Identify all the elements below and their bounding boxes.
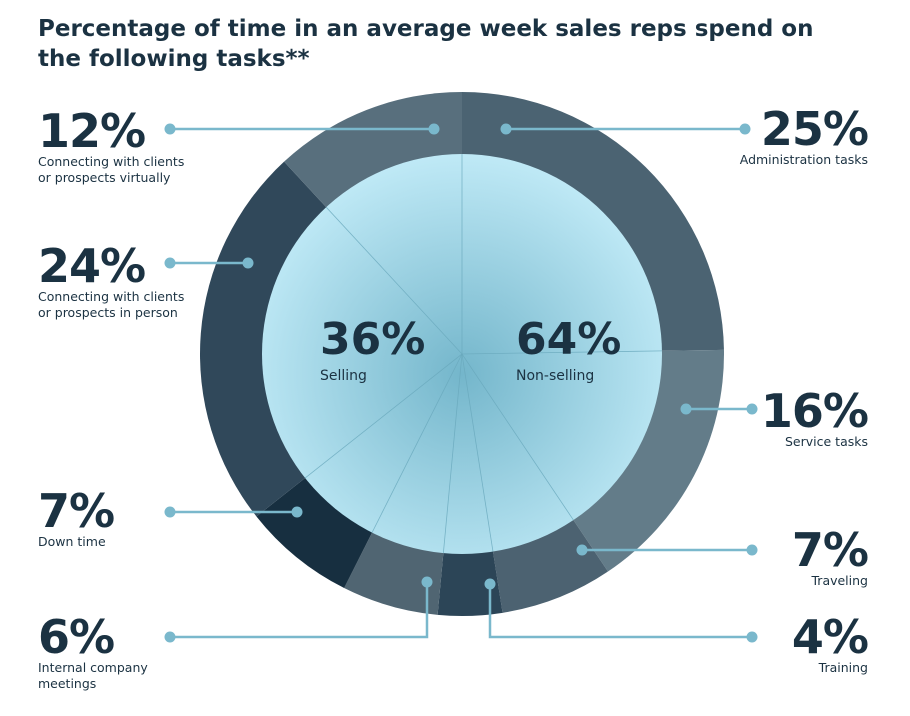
leader-dot-7 <box>484 578 496 590</box>
pct: 25% <box>760 102 869 156</box>
nonselling-label: Non-selling <box>516 368 595 384</box>
label-internal: 6% Internal company meetings <box>38 614 148 692</box>
leader-dot-4 <box>291 506 303 518</box>
desc: Training <box>818 660 868 675</box>
inner-divider-1 <box>461 350 662 355</box>
leader-dot-7 <box>746 631 758 643</box>
inner-divider-7 <box>325 206 463 355</box>
selling-label: Selling <box>320 368 367 384</box>
leader-dot-1 <box>739 123 751 135</box>
leader-dot-2 <box>242 257 254 269</box>
desc: or prospects in person <box>38 305 178 320</box>
label-service: 16% Service tasks <box>760 384 869 450</box>
leader-dot-3 <box>680 403 692 415</box>
leader-dot-5 <box>576 544 588 556</box>
leader-dot-4 <box>164 506 176 518</box>
label-downtime: 7% Down time <box>38 484 115 550</box>
leader-dot-0 <box>428 123 440 135</box>
label-traveling: 7% Traveling <box>791 523 869 589</box>
desc: Traveling <box>811 573 869 588</box>
leader-dot-5 <box>746 544 758 556</box>
inner-divider-6 <box>304 353 463 479</box>
inner-divider-2 <box>461 353 574 521</box>
desc: Connecting with clients <box>38 289 185 304</box>
selling-pct: 36% <box>320 314 426 365</box>
desc: Down time <box>38 534 106 549</box>
leader-dot-2 <box>164 257 176 269</box>
leader-dot-6 <box>164 631 176 643</box>
leader-line-7 <box>488 584 752 639</box>
nonselling-pct: 64% <box>516 314 622 365</box>
desc: Administration tasks <box>739 152 868 167</box>
label-admin: 25% Administration tasks <box>739 102 869 168</box>
desc: Connecting with clients <box>38 154 185 169</box>
desc: Service tasks <box>785 434 868 449</box>
leader-line-6 <box>170 582 429 639</box>
leader-dot-3 <box>746 403 758 415</box>
pct: 12% <box>38 104 146 158</box>
inner-divider-4 <box>442 353 463 554</box>
label-virtual: 12% Connecting with clients or prospects… <box>38 108 184 186</box>
leader-dot-1 <box>500 123 512 135</box>
inner-divider-3 <box>461 353 494 552</box>
pct: 24% <box>38 239 146 293</box>
pct: 4% <box>791 610 869 664</box>
leader-dot-0 <box>164 123 176 135</box>
desc: meetings <box>38 676 97 691</box>
label-training: 4% Training <box>791 610 869 676</box>
pct: 16% <box>760 384 869 438</box>
pct: 7% <box>38 484 115 538</box>
desc: Internal company <box>38 660 148 675</box>
leader-dot-6 <box>421 576 433 588</box>
chart-title: Percentage of time in an average week sa… <box>38 16 814 72</box>
desc: or prospects virtually <box>38 170 171 185</box>
inner-divider-5 <box>371 353 463 533</box>
pct: 6% <box>38 610 115 664</box>
label-inperson: 24% Connecting with clients or prospects… <box>38 243 184 321</box>
pct: 7% <box>791 523 869 577</box>
